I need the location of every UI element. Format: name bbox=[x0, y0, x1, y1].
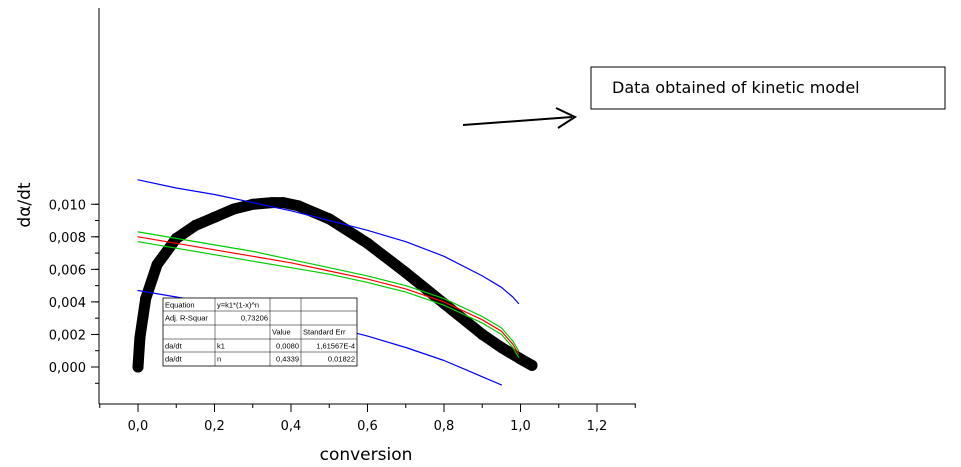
annotation-arrowhead bbox=[555, 107, 578, 129]
y-axis-title: dα/dt bbox=[15, 182, 35, 228]
data-point bbox=[189, 219, 201, 231]
fit-results-table: Equation y=k1*(1-x)^n Adj. R-Squar 0,73206 V… bbox=[162, 297, 358, 367]
fit-table-cell: 0,73206 bbox=[241, 314, 268, 323]
fit-table-cell: Value bbox=[272, 328, 291, 337]
data-point bbox=[476, 328, 488, 340]
series-line-4 bbox=[137, 179, 520, 305]
fit-table-cell: n bbox=[217, 355, 221, 364]
series-line-1 bbox=[137, 236, 520, 355]
data-point bbox=[293, 200, 305, 212]
series-line-3 bbox=[137, 241, 520, 358]
y-tick-label: 0,010 bbox=[49, 198, 86, 213]
annotation-text: Data obtained of kinetic model bbox=[612, 78, 860, 97]
data-point bbox=[209, 211, 220, 223]
x-tick-label: 0,6 bbox=[357, 419, 378, 434]
data-point bbox=[132, 361, 144, 373]
fit-table-cell: 0,0080 bbox=[276, 342, 299, 351]
y-ticks: 0,000 0,002 0,004 0,006 0,008 0,010 bbox=[49, 198, 99, 384]
y-tick-label: 0,004 bbox=[49, 296, 86, 311]
series-layer bbox=[132, 179, 538, 386]
x-tick-label: 0,8 bbox=[434, 419, 455, 434]
data-point bbox=[495, 341, 507, 353]
data-point bbox=[151, 258, 163, 270]
y-tick-label: 0,008 bbox=[49, 231, 86, 246]
fit-table-cell: da/dt bbox=[165, 355, 183, 364]
x-ticks: 0,0 0,2 0,4 0,6 0,8 1,0 1,2 bbox=[99, 404, 636, 434]
y-tick-label: 0,000 bbox=[49, 361, 86, 376]
x-axis-title: conversion bbox=[320, 445, 413, 465]
x-tick-label: 1,0 bbox=[510, 419, 531, 434]
data-point bbox=[400, 267, 412, 279]
data-point bbox=[228, 203, 240, 215]
fit-table-cell: 0,01822 bbox=[328, 355, 355, 364]
data-point bbox=[277, 197, 289, 209]
y-tick-label: 0,006 bbox=[49, 263, 86, 278]
annotation-box bbox=[590, 66, 946, 110]
annotation-arrow bbox=[462, 116, 573, 126]
data-point bbox=[266, 197, 278, 209]
fit-table-cell: Equation bbox=[165, 301, 195, 310]
data-point bbox=[362, 237, 373, 249]
fit-table-cell: 1,61567E-4 bbox=[316, 342, 355, 351]
fit-table-cell: y=k1*(1-x)^n bbox=[217, 301, 259, 310]
x-tick-label: 0,0 bbox=[128, 419, 149, 434]
fit-table-cell: Standard Err bbox=[303, 328, 346, 337]
data-point bbox=[526, 359, 538, 371]
series-line-2 bbox=[137, 231, 520, 352]
x-tick-label: 1,2 bbox=[587, 419, 608, 434]
fit-table-border bbox=[162, 297, 358, 367]
x-tick-label: 0,2 bbox=[204, 419, 225, 434]
y-tick-label: 0,002 bbox=[49, 328, 86, 343]
fit-table-cell: da/dt bbox=[165, 342, 183, 351]
x-tick-label: 0,4 bbox=[281, 419, 302, 434]
data-point bbox=[247, 198, 259, 210]
fit-table-cell: k1 bbox=[217, 342, 225, 351]
data-point bbox=[134, 332, 146, 344]
data-point bbox=[140, 293, 152, 305]
fit-table-cell: Adj. R-Squar bbox=[165, 314, 208, 323]
fit-table-cell: 0,4339 bbox=[276, 355, 299, 364]
